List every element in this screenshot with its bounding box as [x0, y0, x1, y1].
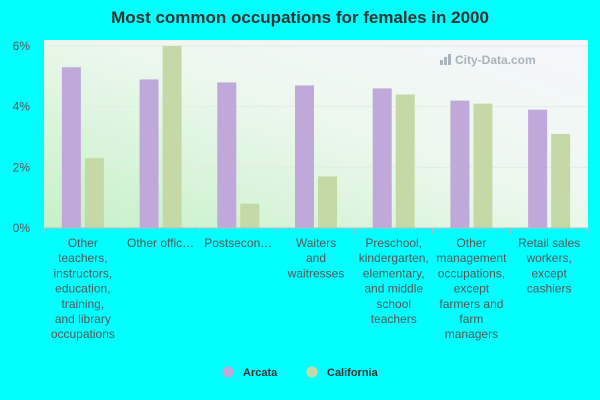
legend-label-arcata: Arcata [243, 367, 278, 379]
x-tick-label: Preschool, kindergarten, elementary, and mi… [359, 236, 429, 326]
bar-arcata[interactable] [217, 82, 237, 229]
x-tick-label: Postsecon… [204, 236, 272, 250]
bar-california[interactable] [551, 133, 571, 228]
y-tick-label: 4% [13, 100, 31, 114]
x-tick-label: Other teachers, instructors, education, trai… [51, 236, 115, 341]
x-tick-label: Other management occupations, except farmers… [436, 236, 507, 341]
bar-arcata[interactable] [139, 79, 159, 228]
legend-label-california: California [327, 367, 379, 379]
x-tick-label: Waiters and waitresses [287, 236, 345, 280]
legend-swatch-california [306, 366, 318, 378]
watermark-text: City-Data.com [455, 53, 536, 67]
y-tick-label: 2% [13, 160, 31, 174]
bar-california[interactable] [162, 46, 182, 228]
bar-arcata[interactable] [372, 88, 392, 228]
bar-arcata[interactable] [295, 85, 314, 228]
chart-title: Most common occupations for females in 2… [111, 8, 489, 27]
bar-arcata[interactable] [528, 109, 548, 228]
x-tick-label: Other offic… [127, 236, 194, 250]
bar-california[interactable] [84, 158, 104, 228]
y-tick-label: 0% [13, 221, 31, 235]
bar-california[interactable] [318, 176, 337, 228]
bar-chart-icon [440, 54, 451, 65]
plot-area [44, 40, 588, 228]
bar-arcata[interactable] [450, 100, 470, 228]
x-tick-label: Retail sales workers, except cashiers [518, 236, 580, 296]
bar-california[interactable] [395, 94, 415, 229]
bar-arcata[interactable] [61, 67, 81, 228]
bar-california[interactable] [240, 203, 260, 228]
watermark: City-Data.com [440, 53, 536, 67]
bar-california[interactable] [473, 103, 493, 228]
y-tick-label: 6% [13, 39, 31, 53]
legend-swatch-arcata [222, 366, 234, 378]
